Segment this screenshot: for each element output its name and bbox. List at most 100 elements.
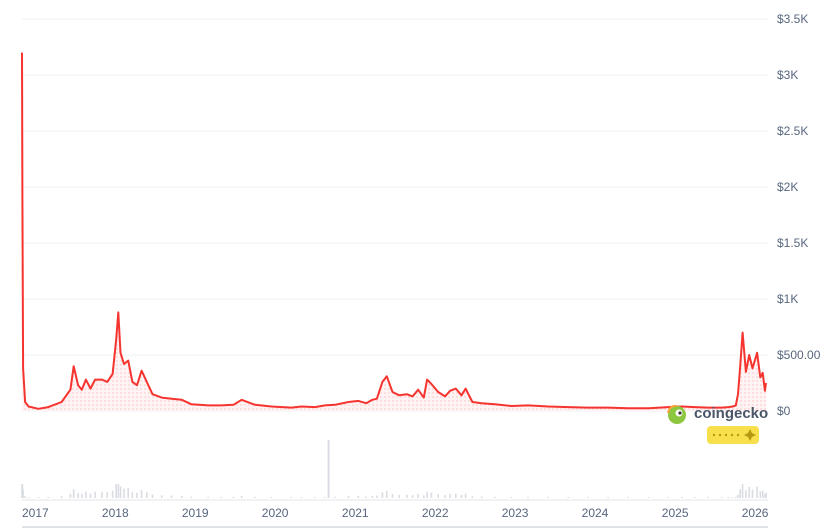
volume-bar bbox=[160, 495, 163, 498]
volume-bar bbox=[737, 494, 739, 498]
x-tick-label: 2020 bbox=[262, 506, 289, 520]
y-tick-label: $3K bbox=[777, 68, 798, 82]
volume-bar bbox=[181, 495, 183, 498]
volume-bar bbox=[627, 497, 630, 498]
price-area-fill bbox=[22, 52, 766, 411]
volume-bar bbox=[22, 489, 24, 498]
x-tick-label: 2024 bbox=[582, 506, 609, 520]
volume-bar bbox=[745, 490, 747, 498]
volume-bar bbox=[761, 490, 764, 498]
volume-bar bbox=[77, 492, 79, 498]
volume-bar bbox=[741, 484, 744, 498]
volume-bar bbox=[240, 495, 243, 498]
y-tick-label: $1K bbox=[777, 292, 798, 306]
volume-bar bbox=[69, 493, 72, 498]
volume-bar bbox=[254, 496, 256, 498]
volume-bar bbox=[547, 497, 549, 498]
volume-bar bbox=[759, 491, 762, 498]
volume-bar bbox=[411, 495, 414, 498]
volume-bar bbox=[207, 496, 209, 498]
volume-bar bbox=[444, 495, 446, 498]
volume-bar bbox=[426, 491, 428, 498]
volume-bar bbox=[94, 491, 96, 498]
x-tick-label: 2021 bbox=[342, 506, 369, 520]
volume-bar bbox=[527, 496, 529, 498]
volume-bar bbox=[80, 493, 83, 498]
volume-spike-bar bbox=[327, 440, 330, 498]
volume-bar bbox=[136, 492, 138, 498]
volume-bar bbox=[707, 497, 710, 498]
volume-bar bbox=[146, 492, 148, 498]
volume-bar bbox=[270, 497, 273, 498]
volume-bar bbox=[647, 497, 650, 498]
x-tick-label: 2017 bbox=[22, 506, 49, 520]
sparkle-badge-icon bbox=[707, 426, 759, 444]
volume-bar bbox=[751, 489, 754, 498]
volume-bar bbox=[398, 494, 400, 498]
volume-bar bbox=[471, 496, 474, 498]
volume-bar bbox=[334, 496, 336, 498]
volume-bar bbox=[587, 497, 590, 498]
volume-panel bbox=[21, 440, 767, 498]
volume-bar bbox=[727, 497, 730, 498]
volume-bar bbox=[480, 496, 483, 498]
volume-bar bbox=[47, 497, 50, 498]
volume-bar bbox=[365, 496, 368, 498]
y-tick-label: $2K bbox=[777, 180, 798, 194]
x-axis: 2017 2018 2019 2020 2021 2022 2023 2024 2025 2026 bbox=[22, 506, 769, 520]
x-tick-label: 2022 bbox=[422, 506, 449, 520]
x-tick-label: 2023 bbox=[502, 506, 529, 520]
volume-bar bbox=[417, 493, 419, 498]
volume-bar bbox=[24, 496, 26, 498]
volume-bar bbox=[111, 490, 114, 498]
volume-bar bbox=[694, 497, 696, 498]
volume-bar bbox=[140, 490, 143, 498]
volume-bar bbox=[720, 497, 723, 498]
volume-bar bbox=[376, 495, 378, 498]
volume-bar bbox=[449, 494, 451, 498]
x-tick-label: 2025 bbox=[662, 506, 689, 520]
volume-bar bbox=[37, 497, 40, 498]
volume-bar bbox=[347, 496, 350, 498]
volume-bar bbox=[667, 497, 670, 498]
x-tick-label: 2018 bbox=[102, 506, 129, 520]
volume-bar bbox=[27, 497, 30, 498]
x-tick-label: 2026 bbox=[742, 506, 769, 520]
y-tick-label: $3.5K bbox=[777, 12, 808, 26]
volume-bar bbox=[85, 491, 87, 498]
y-tick-label: $1.5K bbox=[777, 236, 808, 250]
gecko-logo-icon bbox=[667, 404, 686, 424]
volume-bar bbox=[391, 494, 394, 498]
volume-bar bbox=[300, 497, 303, 498]
gridlines bbox=[22, 18, 768, 412]
volume-bar bbox=[406, 494, 408, 498]
volume-bar bbox=[324, 496, 326, 498]
volume-bar bbox=[357, 496, 360, 498]
volume-bar bbox=[371, 495, 374, 498]
volume-bar bbox=[510, 497, 513, 498]
volume-bar bbox=[117, 484, 120, 498]
volume-bar bbox=[735, 496, 737, 498]
y-axis: $0 $500.00 $1K $1.5K $2K $2.5K $3K $3.5K bbox=[777, 12, 821, 418]
volume-bar bbox=[607, 497, 609, 498]
volume-bar bbox=[290, 497, 293, 498]
coingecko-wordmark: coingecko bbox=[694, 405, 768, 422]
volume-bar bbox=[567, 497, 570, 498]
y-tick-label: $500.00 bbox=[777, 348, 821, 362]
volume-bar bbox=[101, 491, 103, 498]
volume-bar bbox=[60, 496, 63, 498]
volume-bar bbox=[151, 494, 154, 498]
y-tick-label: $0 bbox=[777, 404, 791, 418]
volume-bar bbox=[437, 494, 440, 498]
volume-bar bbox=[430, 492, 433, 498]
volume-bar bbox=[119, 486, 122, 498]
volume-bar bbox=[422, 495, 425, 498]
volume-bar bbox=[494, 496, 496, 498]
price-line bbox=[21, 52, 767, 410]
volume-bar bbox=[131, 492, 134, 498]
volume-bar bbox=[731, 497, 734, 498]
volume-bar bbox=[756, 486, 758, 498]
x-tick-label: 2019 bbox=[182, 506, 209, 520]
volume-bar bbox=[454, 493, 457, 498]
